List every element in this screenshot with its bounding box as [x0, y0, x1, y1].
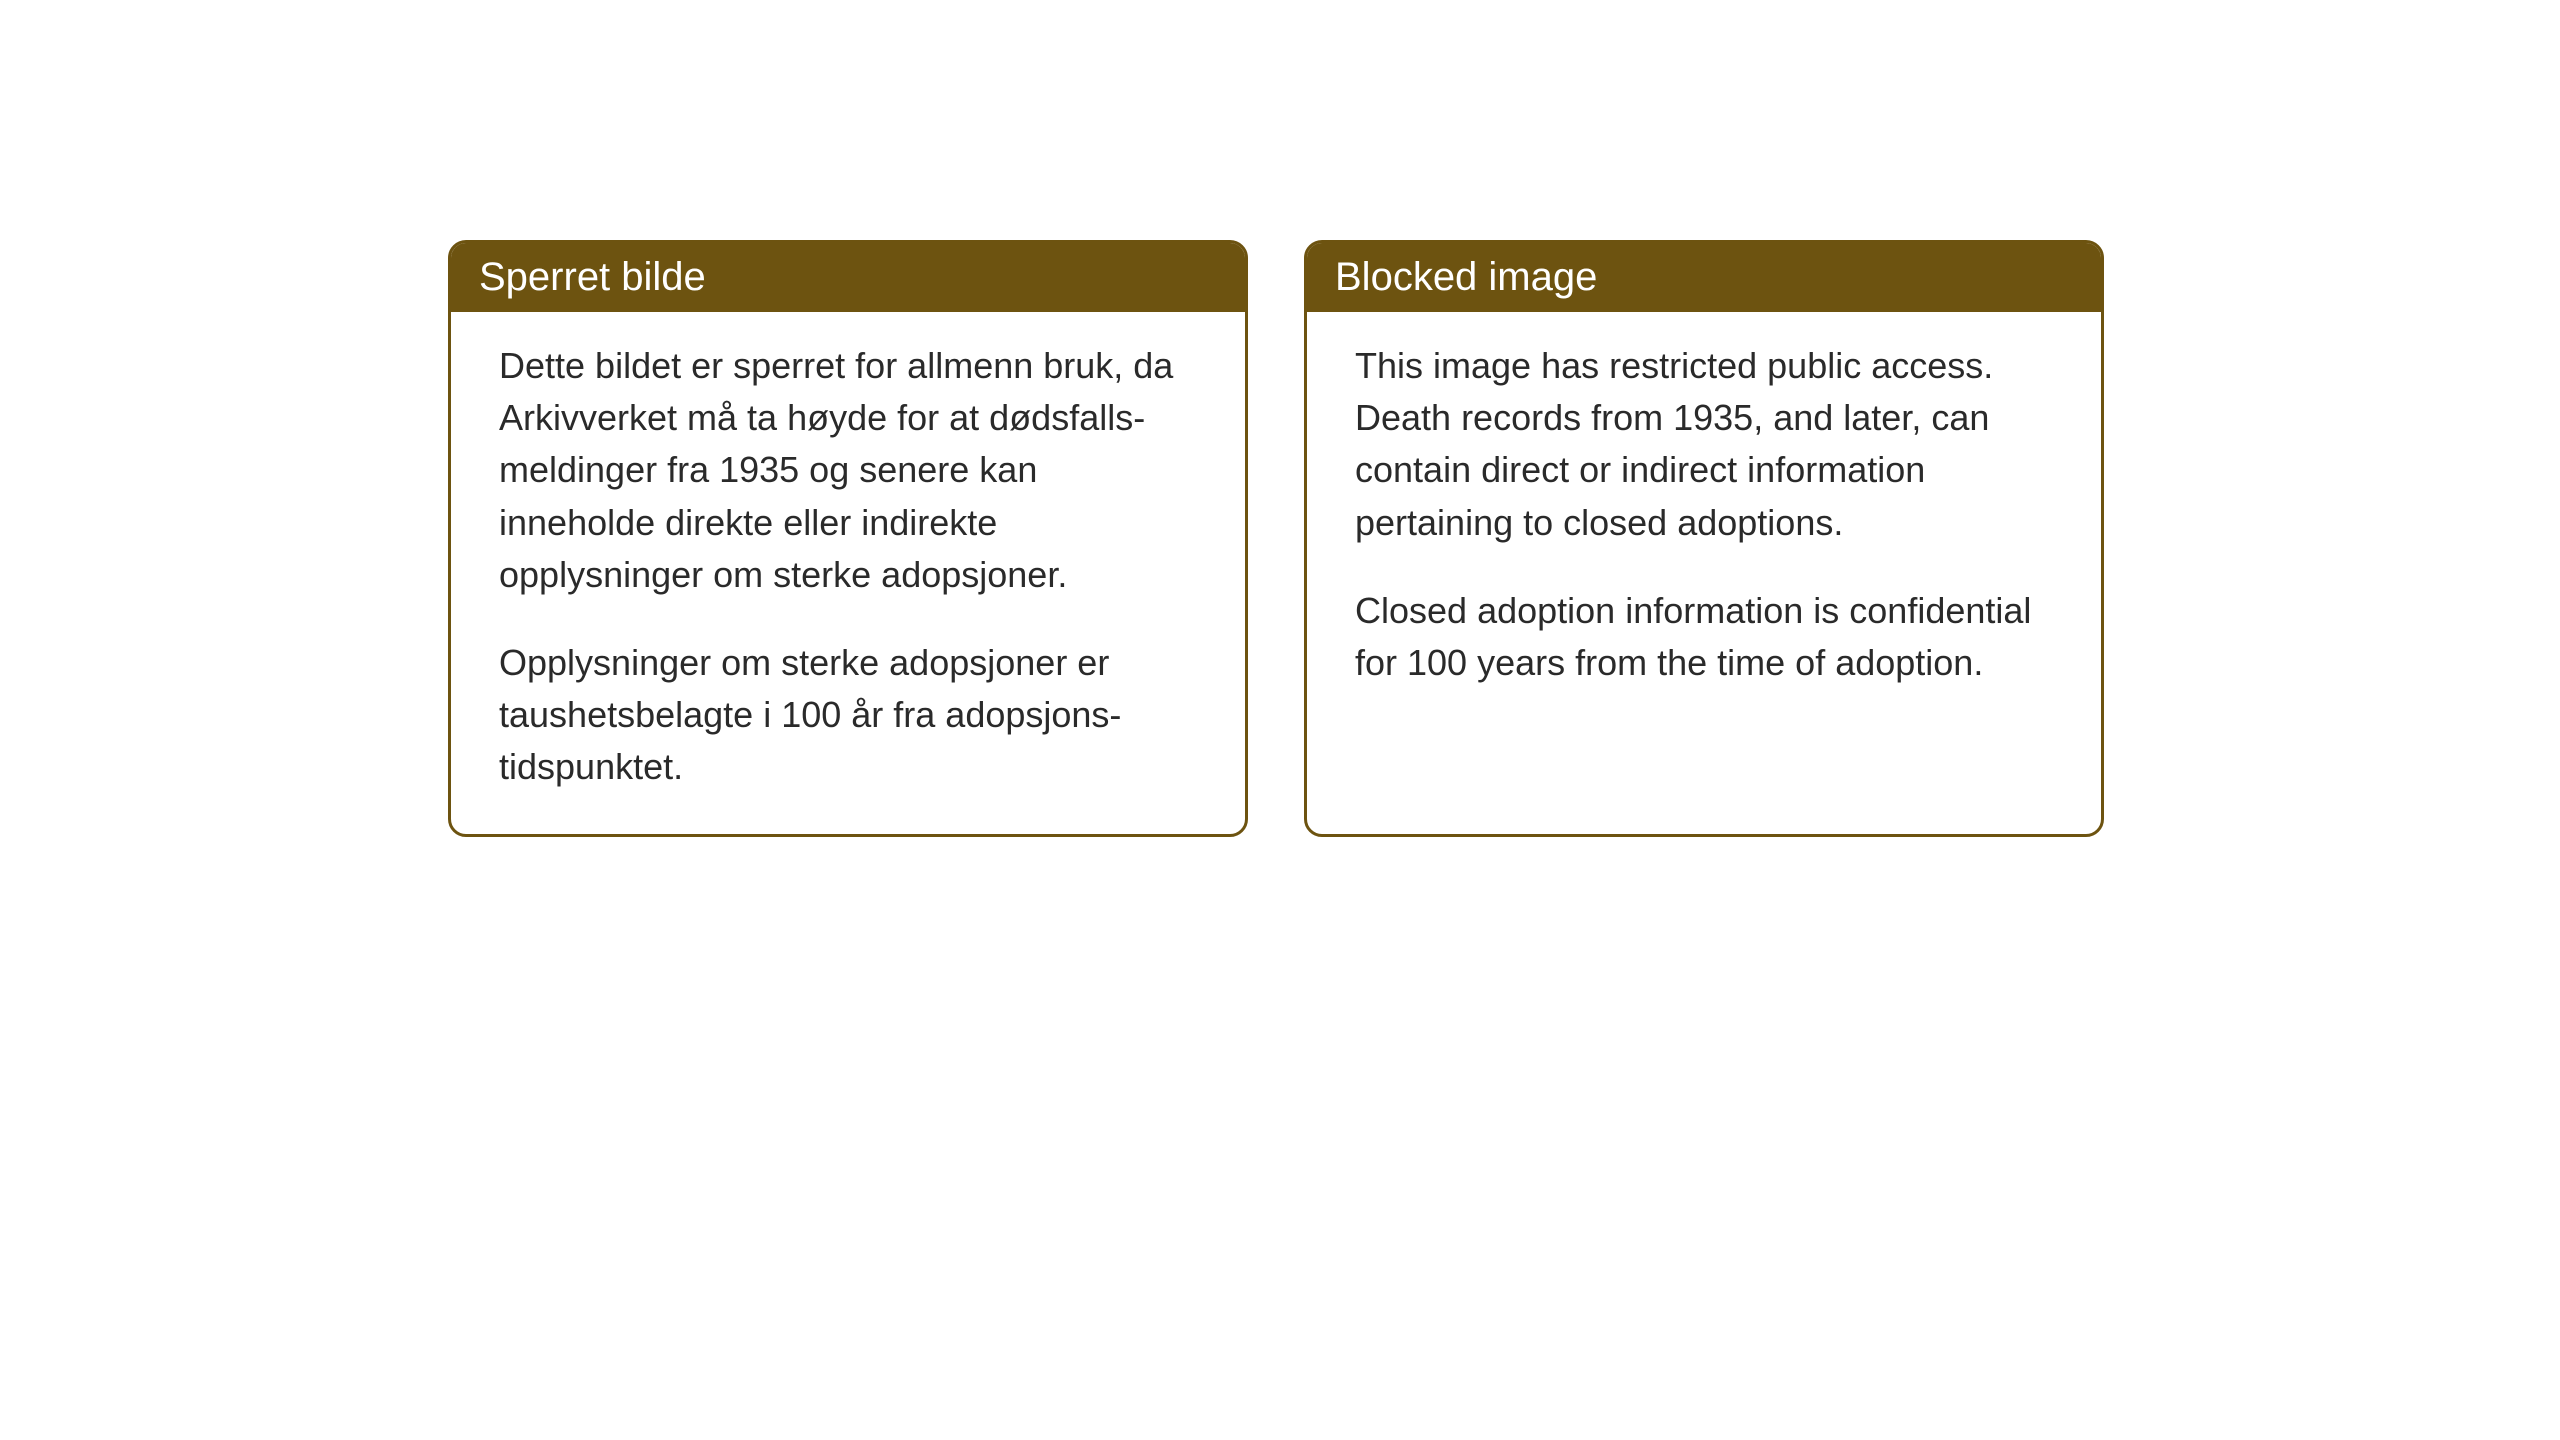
english-paragraph-1: This image has restricted public access.… [1355, 340, 2053, 549]
card-body-norwegian: Dette bildet er sperret for allmenn bruk… [451, 312, 1245, 834]
card-header-english: Blocked image [1307, 243, 2101, 312]
notice-card-english: Blocked image This image has restricted … [1304, 240, 2104, 837]
notice-cards-container: Sperret bilde Dette bildet er sperret fo… [448, 240, 2104, 837]
english-paragraph-2: Closed adoption information is confident… [1355, 585, 2053, 689]
norwegian-paragraph-2: Opplysninger om sterke adopsjoner er tau… [499, 637, 1197, 794]
notice-card-norwegian: Sperret bilde Dette bildet er sperret fo… [448, 240, 1248, 837]
card-header-norwegian: Sperret bilde [451, 243, 1245, 312]
norwegian-paragraph-1: Dette bildet er sperret for allmenn bruk… [499, 340, 1197, 601]
card-body-english: This image has restricted public access.… [1307, 312, 2101, 732]
